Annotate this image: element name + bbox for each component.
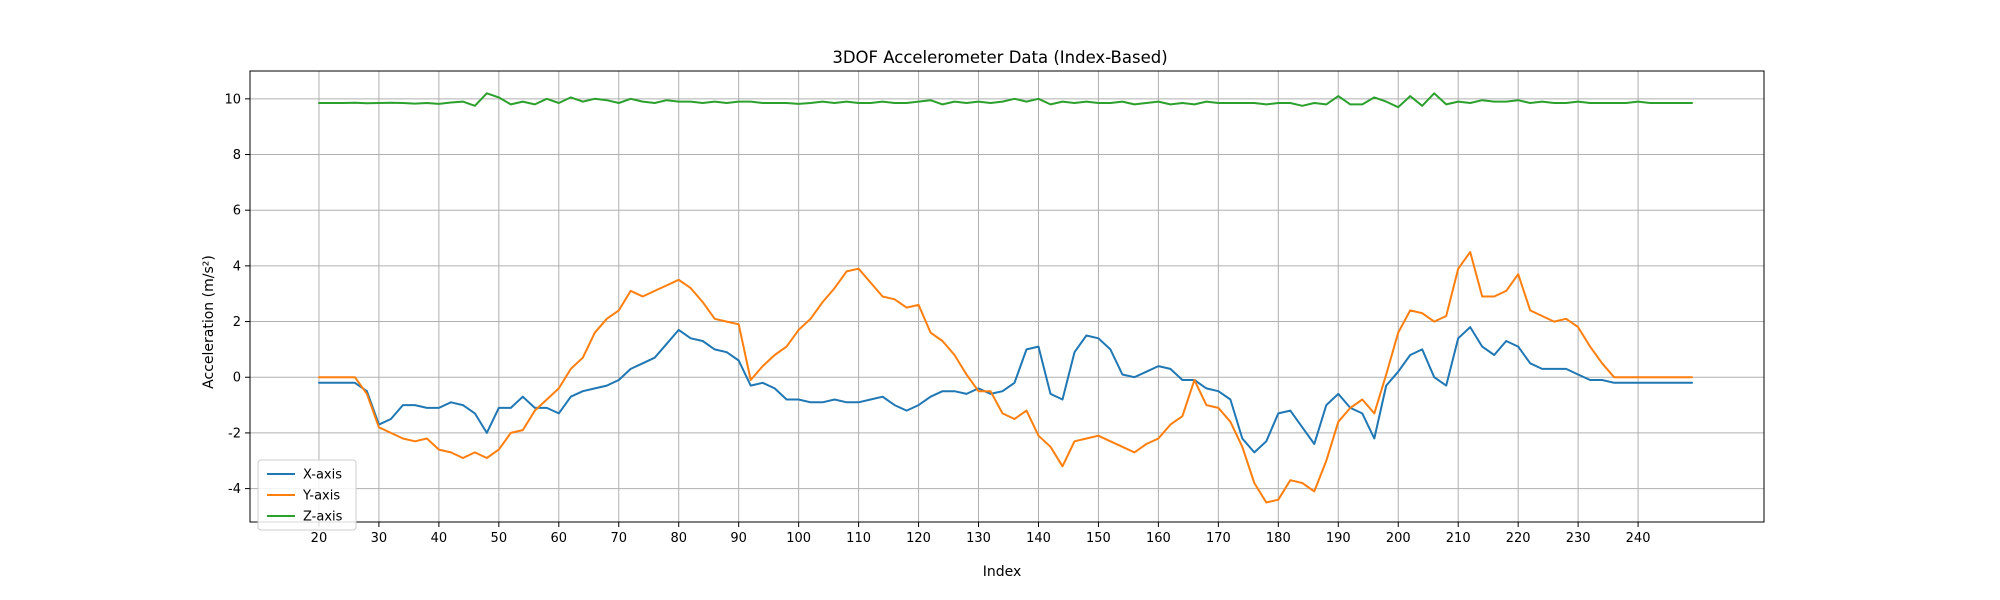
x-tick-label: 140: [1026, 531, 1051, 546]
y-tick-label: 8: [233, 148, 241, 163]
chart-title: 3DOF Accelerometer Data (Index-Based): [832, 48, 1167, 67]
x-tick-label: 160: [1146, 531, 1171, 546]
y-tick-label: 10: [224, 92, 241, 107]
legend: X-axis Y-axis Z-axis: [257, 459, 357, 531]
series-line-x-axis: [318, 326, 1693, 454]
y-axis-label: Acceleration (m/s²): [201, 255, 217, 389]
y-tick-label: 0: [233, 371, 241, 386]
x-tick-label: 220: [1506, 531, 1531, 546]
y-tick-label: -2: [228, 426, 241, 441]
legend-label: X-axis: [303, 468, 342, 483]
x-tick-label: 180: [1266, 531, 1291, 546]
legend-label: Z-axis: [303, 510, 343, 525]
x-tick-label: 60: [551, 531, 568, 546]
legend-label: Y-axis: [302, 489, 340, 504]
x-tick-label: 110: [846, 531, 871, 546]
series-lines: [318, 92, 1693, 504]
legend-box: [257, 459, 357, 531]
y-tick-label: 2: [233, 315, 241, 330]
x-tick-label: 30: [371, 531, 388, 546]
x-tick-label: 170: [1206, 531, 1231, 546]
x-tick-label: 230: [1566, 531, 1591, 546]
x-axis-label: Index: [983, 564, 1022, 580]
series-line-y-axis: [318, 251, 1693, 504]
x-tick-label: 50: [491, 531, 508, 546]
x-tick-label: 200: [1386, 531, 1411, 546]
x-tick-label: 20: [311, 531, 328, 546]
plot-area-frame: [249, 70, 1765, 523]
x-tick-label: 150: [1086, 531, 1111, 546]
x-tick-label: 120: [906, 531, 931, 546]
y-tick-label: 6: [233, 204, 241, 219]
x-tick-label: 70: [610, 531, 627, 546]
x-tick-label: 130: [966, 531, 991, 546]
series-line-z-axis: [318, 92, 1693, 109]
x-tick-label: 40: [431, 531, 448, 546]
axis-ticks: 20 30 40 50 60 70 80 90 100 110 120 130 140 150 160 170…: [224, 92, 1650, 546]
x-tick-label: 90: [730, 531, 747, 546]
y-tick-label: -4: [228, 482, 241, 497]
x-tick-label: 210: [1446, 531, 1471, 546]
y-tick-label: 4: [233, 259, 241, 274]
x-tick-label: 190: [1326, 531, 1351, 546]
x-tick-label: 80: [670, 531, 687, 546]
x-tick-label: 240: [1626, 531, 1651, 546]
x-tick-label: 100: [786, 531, 811, 546]
